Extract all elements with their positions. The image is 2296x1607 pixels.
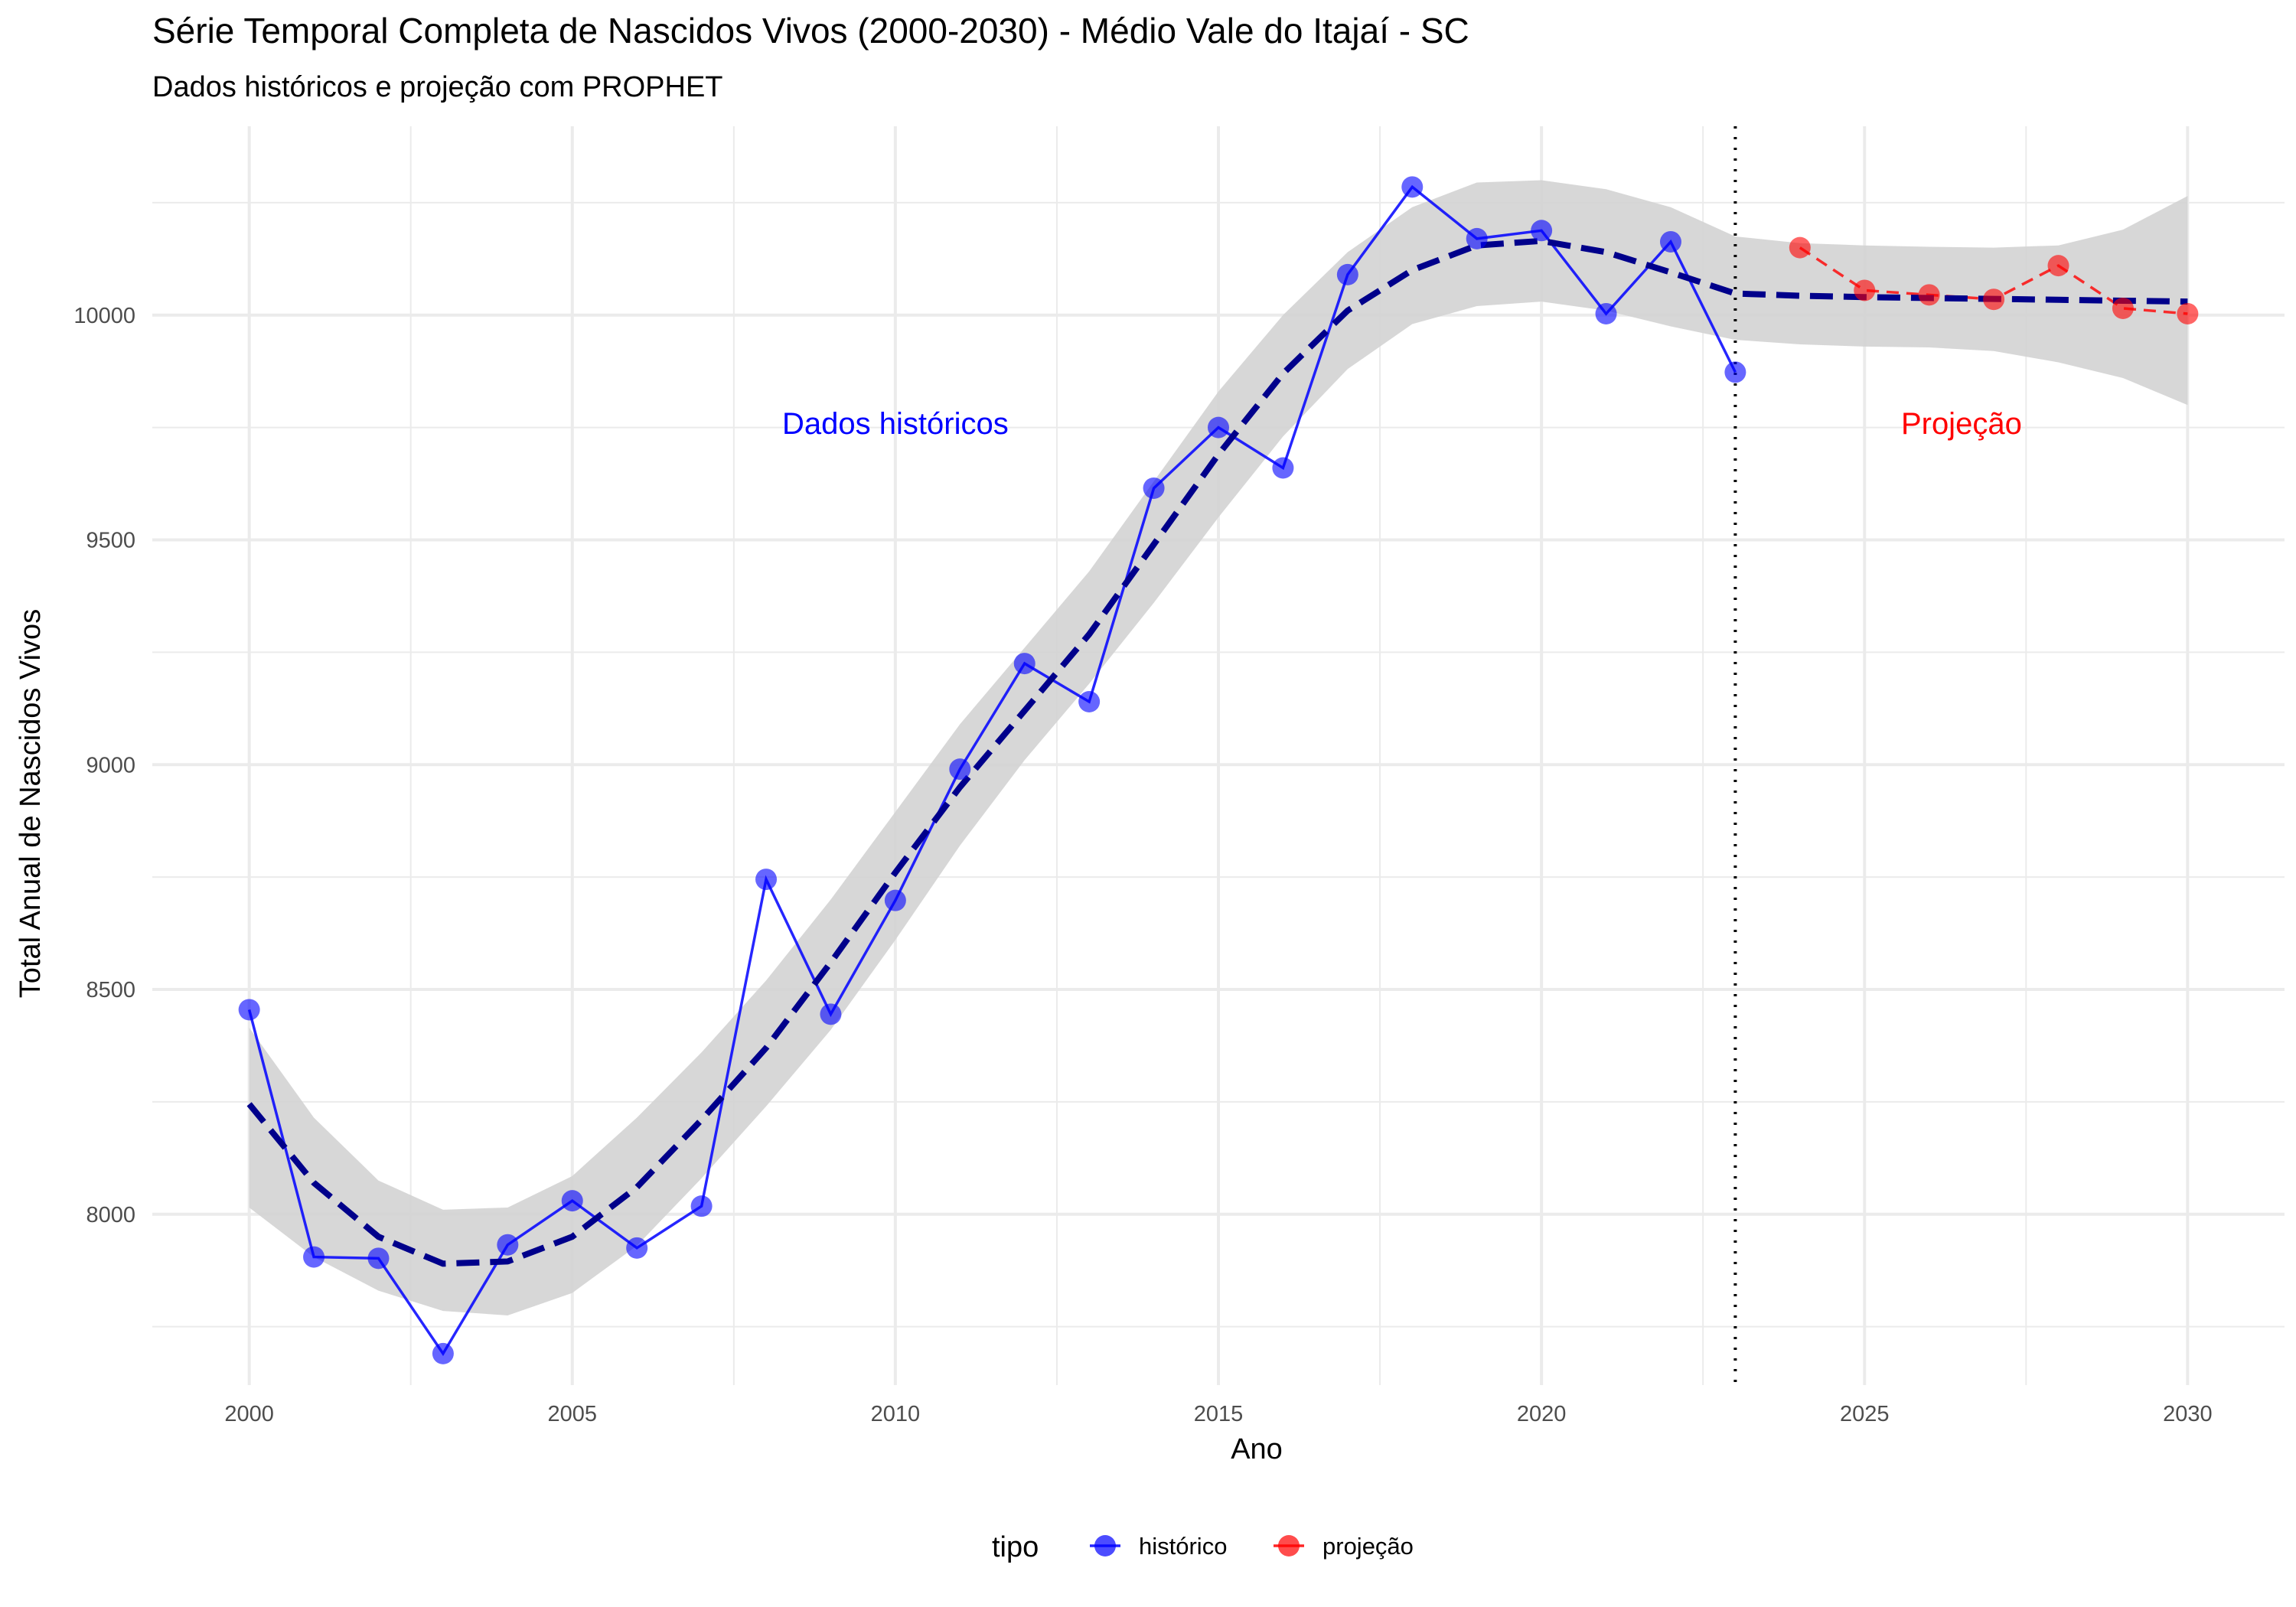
y-tick-label: 8500 [86, 978, 135, 1002]
x-axis-ticks: 2000 2005 2010 2015 2020 2025 2030 [224, 1402, 2212, 1426]
x-tick-label: 2010 [871, 1402, 921, 1426]
point-projecao [2047, 255, 2069, 277]
x-tick-label: 2025 [1840, 1402, 1890, 1426]
point-historico [755, 869, 778, 891]
x-tick-label: 2030 [2163, 1402, 2213, 1426]
point-projecao [1854, 279, 1876, 302]
point-projecao [1918, 284, 1940, 306]
point-projecao [2177, 302, 2199, 324]
y-tick-label: 10000 [73, 304, 135, 328]
point-historico [1078, 691, 1101, 712]
point-projecao [1789, 236, 1811, 259]
point-historico [561, 1190, 583, 1212]
y-axis-ticks: 8000 8500 9000 9500 10000 [73, 304, 135, 1227]
point-historico [1531, 220, 1553, 242]
chart-subtitle: Dados históricos e projeção com PROPHET [152, 71, 723, 103]
legend-entry-label: projeção [1322, 1533, 1414, 1560]
legend-key-point [1094, 1535, 1116, 1556]
annotation-layer: Dados históricos Projeção [782, 407, 2022, 441]
x-tick-label: 2005 [547, 1402, 597, 1426]
x-axis-label: Ano [1231, 1433, 1283, 1465]
point-historico [690, 1195, 713, 1217]
point-historico [1013, 653, 1035, 675]
annotation-label: Projeção [1901, 407, 2022, 441]
y-tick-label: 8000 [86, 1203, 135, 1227]
legend-key-point [1278, 1535, 1300, 1556]
point-historico [949, 758, 971, 781]
chart-title: Série Temporal Completa de Nascidos Vivo… [152, 11, 1469, 51]
point-historico [238, 999, 260, 1021]
legend: tipo histórico projeção [992, 1531, 1414, 1563]
point-historico [1143, 477, 1165, 499]
x-tick-label: 2015 [1194, 1402, 1244, 1426]
point-historico [1401, 176, 1424, 198]
point-historico [1595, 302, 1617, 324]
plot-grid [152, 126, 2285, 1385]
y-axis-label: Total Anual de Nascidos Vivos [15, 609, 47, 998]
point-historico [1659, 230, 1681, 253]
point-historico [497, 1234, 519, 1256]
legend-entry-label: histórico [1139, 1533, 1227, 1560]
point-historico [884, 889, 906, 911]
x-tick-label: 2020 [1517, 1402, 1567, 1426]
point-historico [432, 1342, 454, 1364]
y-tick-label: 9000 [86, 753, 135, 777]
point-historico [820, 1003, 842, 1025]
point-historico [1208, 416, 1229, 438]
annotation-label: Dados históricos [782, 407, 1009, 441]
point-projecao [2112, 297, 2134, 319]
point-projecao [1983, 288, 2005, 311]
y-tick-label: 9500 [86, 529, 135, 553]
point-historico [1724, 361, 1746, 383]
point-historico [626, 1237, 648, 1259]
legend-title: tipo [992, 1531, 1039, 1563]
x-tick-label: 2000 [224, 1402, 274, 1426]
points-layer [238, 176, 2199, 1364]
confidence-band [249, 180, 2188, 1315]
point-historico [1336, 263, 1358, 285]
point-historico [1466, 227, 1488, 249]
confidence-ribbon [249, 180, 2188, 1315]
point-historico [303, 1246, 325, 1268]
point-historico [367, 1247, 390, 1270]
point-historico [1272, 457, 1294, 479]
